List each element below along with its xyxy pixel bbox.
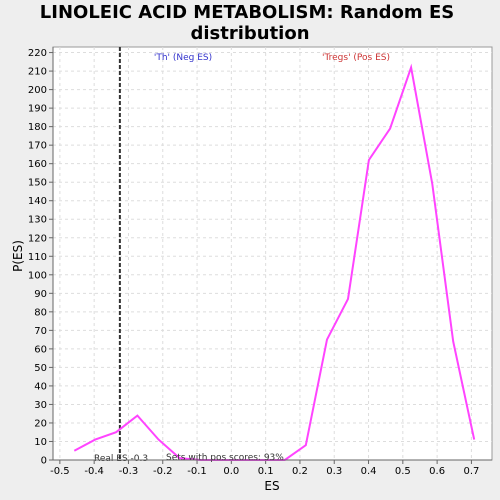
y-tick-label: 200 [28, 85, 47, 96]
x-tick-label: 0.3 [326, 466, 342, 477]
y-tick-label: 70 [34, 326, 47, 337]
y-tick-label: 220 [28, 48, 47, 59]
x-tick-label: 0.5 [395, 466, 411, 477]
y-tick-label: 90 [34, 289, 47, 300]
pos-es-label: 'Tregs' (Pos ES) [322, 53, 390, 63]
x-axis-label: ES [264, 479, 279, 493]
y-tick-label: 130 [28, 215, 47, 226]
y-tick-label: 110 [28, 252, 47, 263]
x-axis-ticks: -0.5 -0.4 -0.3 -0.2 -0.1 0.0 0.1 0.2 0.3 0.4 0.5 0.… [50, 460, 479, 477]
x-tick-label: -0.2 [153, 466, 173, 477]
sets-pos-scores-label: Sets with pos scores: 93% [166, 453, 284, 463]
y-tick-label: 40 [34, 381, 47, 392]
grid [53, 47, 492, 461]
x-tick-label: -0.3 [119, 466, 139, 477]
x-tick-label: -0.4 [84, 466, 104, 477]
real-es-label: Real ES -0.3 [94, 454, 148, 464]
x-tick-label: 0.0 [223, 466, 239, 477]
y-tick-label: 120 [28, 233, 47, 244]
y-tick-label: 10 [34, 437, 47, 448]
y-axis-ticks: 0 10 20 30 40 50 60 70 80 90 100 110 120 130 140 150 160… [28, 48, 53, 467]
chart-title-line1: LINOLEIC ACID METABOLISM: Random ES [40, 2, 454, 23]
y-tick-label: 20 [34, 418, 47, 429]
x-tick-label: 0.2 [292, 466, 308, 477]
y-tick-label: 160 [28, 159, 47, 170]
y-tick-label: 60 [34, 344, 47, 355]
y-tick-label: 150 [28, 178, 47, 189]
x-tick-label: -0.5 [50, 466, 70, 477]
neg-es-label: 'Th' (Neg ES) [154, 53, 212, 63]
y-tick-label: 210 [28, 67, 47, 78]
plot-area [52, 46, 493, 461]
chart-title-line2: distribution [190, 23, 309, 44]
x-tick-label: 0.7 [463, 466, 479, 477]
y-tick-label: 190 [28, 104, 47, 115]
y-tick-label: 30 [34, 400, 47, 411]
y-tick-label: 0 [41, 456, 47, 467]
y-tick-label: 170 [28, 141, 47, 152]
y-tick-label: 80 [34, 307, 47, 318]
y-axis-label: P(ES) [11, 240, 25, 272]
x-tick-label: 0.6 [429, 466, 445, 477]
y-tick-label: 50 [34, 363, 47, 374]
y-tick-label: 100 [28, 270, 47, 281]
x-tick-label: -0.1 [187, 466, 207, 477]
y-tick-label: 140 [28, 196, 47, 207]
x-tick-label: 0.4 [361, 466, 377, 477]
x-tick-label: 0.1 [258, 466, 274, 477]
y-tick-label: 180 [28, 122, 47, 133]
